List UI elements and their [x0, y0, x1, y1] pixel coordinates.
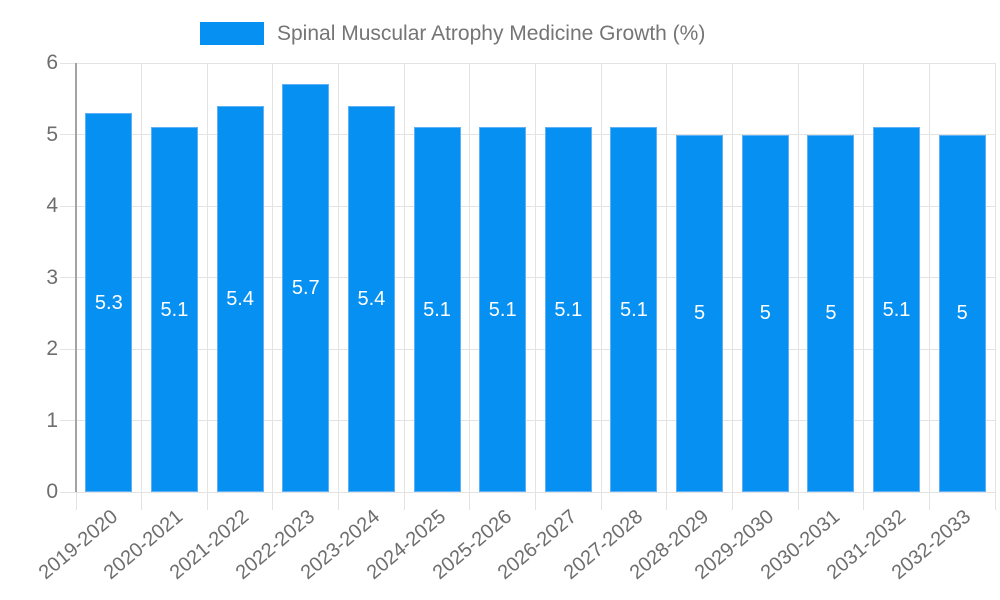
y-axis-line	[75, 63, 77, 492]
y-tick-label: 2	[46, 337, 58, 360]
v-gridline	[600, 63, 602, 510]
bar: 5.4	[216, 105, 264, 492]
v-gridline	[338, 63, 340, 510]
h-gridline	[60, 62, 995, 64]
y-tick-label: 3	[46, 265, 58, 289]
bar-value-label: 5.4	[226, 287, 254, 310]
v-gridline	[666, 63, 668, 510]
h-gridline	[60, 420, 995, 421]
bar-value-label: 5.3	[94, 291, 123, 314]
bar-value-label: 5.4	[357, 287, 386, 310]
bar: 5.7	[282, 84, 330, 492]
bar-value-label: 5	[956, 302, 968, 325]
bar: 5	[741, 134, 789, 492]
bar: 5.4	[347, 105, 395, 492]
bar: 5.1	[150, 127, 198, 492]
v-gridline	[206, 63, 208, 510]
h-gridline	[60, 134, 995, 135]
bar: 5	[807, 134, 855, 492]
v-gridline	[141, 63, 143, 510]
legend-swatch	[200, 22, 264, 45]
v-gridline	[863, 63, 865, 510]
bar-value-label: 5.1	[554, 298, 583, 321]
v-gridline	[272, 63, 274, 510]
y-tick-label: 1	[46, 408, 58, 432]
y-tick-label: 5	[46, 122, 58, 146]
y-tick-label: 0	[46, 480, 58, 503]
v-gridline	[928, 63, 930, 510]
v-gridline	[403, 63, 405, 510]
bar-value-label: 5.1	[620, 298, 648, 321]
legend-label: Spinal Muscular Atrophy Medicine Growth …	[277, 22, 706, 45]
bar-value-label: 5.1	[488, 298, 517, 321]
v-gridline	[994, 63, 996, 510]
v-gridline	[731, 63, 733, 510]
h-gridline	[60, 491, 995, 493]
bar-value-label: 5.1	[160, 298, 189, 321]
bar: 5.1	[873, 127, 921, 492]
y-tick-label: 6	[46, 51, 58, 74]
bar: 5.3	[85, 113, 133, 492]
bar-value-label: 5	[825, 302, 837, 325]
bar-value-label: 5.1	[882, 298, 911, 321]
h-gridline	[60, 277, 995, 278]
y-tick-label: 4	[46, 194, 58, 217]
v-gridline	[469, 63, 471, 510]
bar: 5.1	[479, 127, 527, 492]
bar: 5	[676, 134, 724, 492]
bar: 5.1	[413, 127, 461, 492]
bar-value-label: 5	[759, 302, 771, 325]
bar-value-label: 5	[694, 302, 706, 325]
bar: 5.1	[610, 127, 658, 492]
bar-value-label: 5.7	[291, 277, 320, 300]
v-gridline	[797, 63, 799, 510]
bar-value-label: 5.1	[423, 298, 451, 321]
chart-legend: Spinal Muscular Atrophy Medicine Growth …	[200, 22, 705, 45]
h-gridline	[60, 205, 995, 207]
h-gridline	[60, 348, 995, 350]
bar: 5.1	[544, 127, 592, 492]
v-gridline	[535, 63, 536, 510]
bar: 5	[938, 134, 986, 492]
